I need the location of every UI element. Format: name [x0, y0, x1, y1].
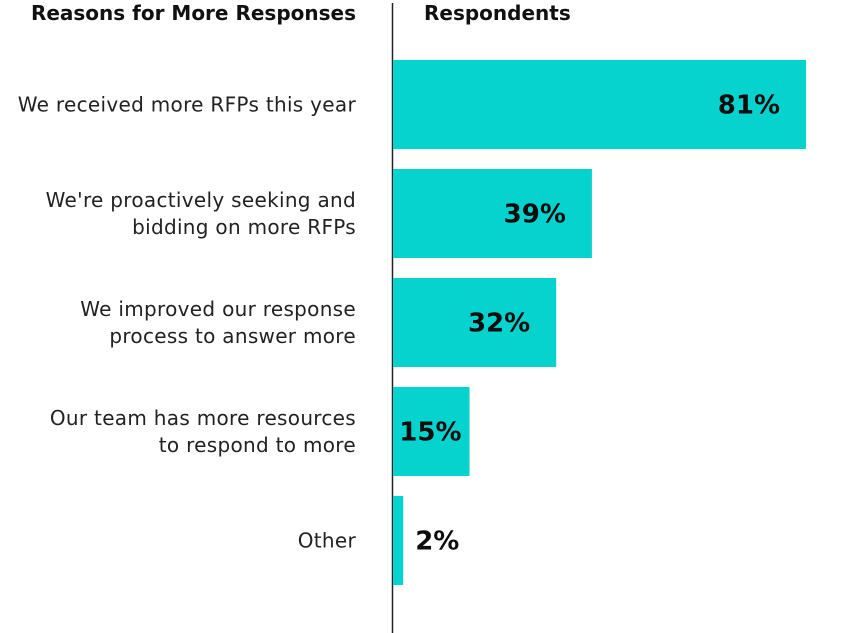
bar-5	[393, 496, 404, 585]
category-label-5: Other	[298, 529, 357, 553]
bars-group: We received more RFPs this year 81% We're …	[18, 60, 806, 585]
category-label-line: We received more RFPs this year	[18, 93, 357, 117]
value-label-1: 81%	[718, 91, 780, 121]
value-label-2: 39%	[504, 200, 566, 230]
category-label-line: Other	[298, 529, 357, 553]
category-label-4: Our team has more resources to respond to…	[50, 406, 356, 457]
bar-4	[393, 387, 470, 476]
category-label-line: process to answer more	[109, 324, 356, 348]
category-label-line: bidding on more RFPs	[132, 215, 356, 239]
value-label-3: 32%	[468, 309, 530, 339]
category-label-line: Our team has more resources	[50, 406, 356, 430]
bar-2	[393, 169, 592, 258]
category-column-header: Reasons for More Responses	[31, 1, 356, 25]
category-label-line: We improved our response	[80, 297, 356, 321]
value-label-5: 2%	[415, 527, 459, 557]
bar-3	[393, 278, 557, 367]
category-label-line: We're proactively seeking and	[46, 188, 356, 212]
category-label-2: We're proactively seeking and bidding on …	[46, 188, 356, 239]
category-label-1: We received more RFPs this year	[18, 93, 357, 117]
category-label-3: We improved our response process to answe…	[80, 297, 356, 348]
value-label-4: 15%	[399, 418, 461, 448]
bar-1	[393, 60, 806, 149]
values-column-header: Respondents	[424, 1, 571, 25]
category-label-line: to respond to more	[159, 433, 356, 457]
